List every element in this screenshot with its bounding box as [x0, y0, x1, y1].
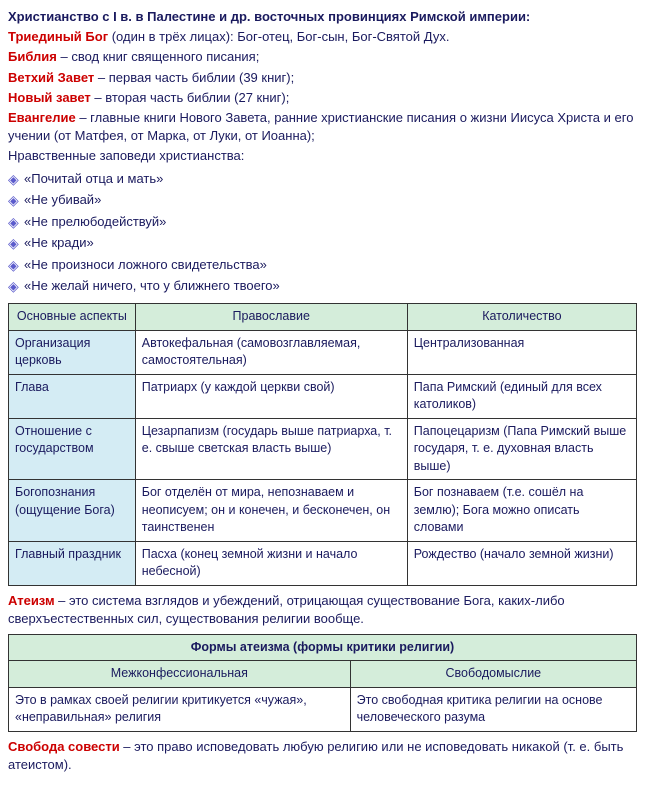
table-cell: Автокефальная (самовозглавляемая, самост… [135, 330, 407, 374]
term-definition: (один в трёх лицах): Бог-отец, Бог-сын, … [108, 29, 449, 44]
table-cell: Централизованная [407, 330, 636, 374]
diamond-icon: ◈ [8, 170, 24, 190]
term-definition: – вторая часть библии (27 книг); [91, 90, 290, 105]
diamond-icon: ◈ [8, 191, 24, 211]
commandment-text: «Не прелюбодействуй» [24, 214, 166, 229]
term-line: Библия – свод книг священного писания; [8, 48, 637, 66]
term-word: Евангелие [8, 110, 76, 125]
table-cell: Бог познаваем (т.е. сошёл на землю); Бог… [407, 480, 636, 542]
comparison-table: Основные аспектыПравославиеКатоличество … [8, 303, 637, 586]
commandment-text: «Не убивай» [24, 192, 101, 207]
term-word: Новый завет [8, 90, 91, 105]
commandment-item: ◈«Не убивай» [8, 191, 637, 211]
term-line: Новый завет – вторая часть библии (27 кн… [8, 89, 637, 107]
table-cell: Это свободная критика религии на основе … [350, 687, 636, 731]
table-header: Межконфессиональная [9, 661, 351, 688]
commandment-item: ◈«Почитай отца и мать» [8, 170, 637, 190]
term-line: Евангелие – главные книги Нового Завета,… [8, 109, 637, 145]
table-cell: Патриарх (у каждой церкви свой) [135, 374, 407, 418]
table2-title: Формы атеизма (формы критики религии) [9, 634, 637, 661]
table-row: Организация церковьАвтокефальная (самово… [9, 330, 637, 374]
table-row: Отношение с государствомЦезарпапизм (гос… [9, 418, 637, 480]
commandment-item: ◈«Не желай ничего, что у ближнего твоего… [8, 277, 637, 297]
table-cell: Пасха (конец земной жизни и начало небес… [135, 541, 407, 585]
main-heading: Христианство с I в. в Палестине и др. во… [8, 8, 637, 26]
freedom-term: Свобода совести [8, 739, 120, 754]
term-definition: – первая часть библии (39 книг); [94, 70, 294, 85]
diamond-icon: ◈ [8, 277, 24, 297]
commandment-item: ◈«Не прелюбодействуй» [8, 213, 637, 233]
table-cell: Организация церковь [9, 330, 136, 374]
diamond-icon: ◈ [8, 256, 24, 276]
term-word: Библия [8, 49, 57, 64]
commandment-item: ◈«Не кради» [8, 234, 637, 254]
table-cell: Главный праздник [9, 541, 136, 585]
table-row: Главный праздникПасха (конец земной жизн… [9, 541, 637, 585]
table-cell: Папа Римский (единый для всех католиков) [407, 374, 636, 418]
commandment-text: «Не кради» [24, 236, 94, 251]
table-cell: Папоцецаризм (Папа Римский выше государя… [407, 418, 636, 480]
term-definition: – свод книг священного писания; [57, 49, 259, 64]
atheism-def: – это система взглядов и убеждений, отри… [8, 593, 565, 626]
diamond-icon: ◈ [8, 234, 24, 254]
term-definition: – главные книги Нового Завета, ранние хр… [8, 110, 633, 143]
table-header: Основные аспекты [9, 304, 136, 331]
term-line: Ветхий Завет – первая часть библии (39 к… [8, 69, 637, 87]
table-header: Православие [135, 304, 407, 331]
table-cell: Отношение с государством [9, 418, 136, 480]
term-word: Триединый Бог [8, 29, 108, 44]
table-cell: Цезарпапизм (государь выше патриарха, т.… [135, 418, 407, 480]
table-cell: Рождество (начало земной жизни) [407, 541, 636, 585]
atheism-forms-table: Формы атеизма (формы критики религии) Ме… [8, 634, 637, 732]
table-cell: Богопознания (ощущение Бога) [9, 480, 136, 542]
table-row: ГлаваПатриарх (у каждой церкви свой)Папа… [9, 374, 637, 418]
term-word: Ветхий Завет [8, 70, 94, 85]
commandment-text: «Почитай отца и мать» [24, 171, 163, 186]
table-cell: Бог отделён от мира, непознаваем и неопи… [135, 480, 407, 542]
table-row: Это в рамках своей религии критикуется «… [9, 687, 637, 731]
table-header: Свободомыслие [350, 661, 636, 688]
table-cell: Это в рамках своей религии критикуется «… [9, 687, 351, 731]
term-line: Триединый Бог (один в трёх лицах): Бог-о… [8, 28, 637, 46]
commandment-text: «Не желай ничего, что у ближнего твоего» [24, 279, 280, 294]
commandment-item: ◈«Не произноси ложного свидетельства» [8, 256, 637, 276]
moral-intro: Нравственные заповеди христианства: [8, 147, 637, 165]
table-row: Богопознания (ощущение Бога)Бог отделён … [9, 480, 637, 542]
commandment-text: «Не произноси ложного свидетельства» [24, 257, 267, 272]
diamond-icon: ◈ [8, 213, 24, 233]
atheism-term: Атеизм [8, 593, 55, 608]
table-cell: Глава [9, 374, 136, 418]
table-header: Католичество [407, 304, 636, 331]
